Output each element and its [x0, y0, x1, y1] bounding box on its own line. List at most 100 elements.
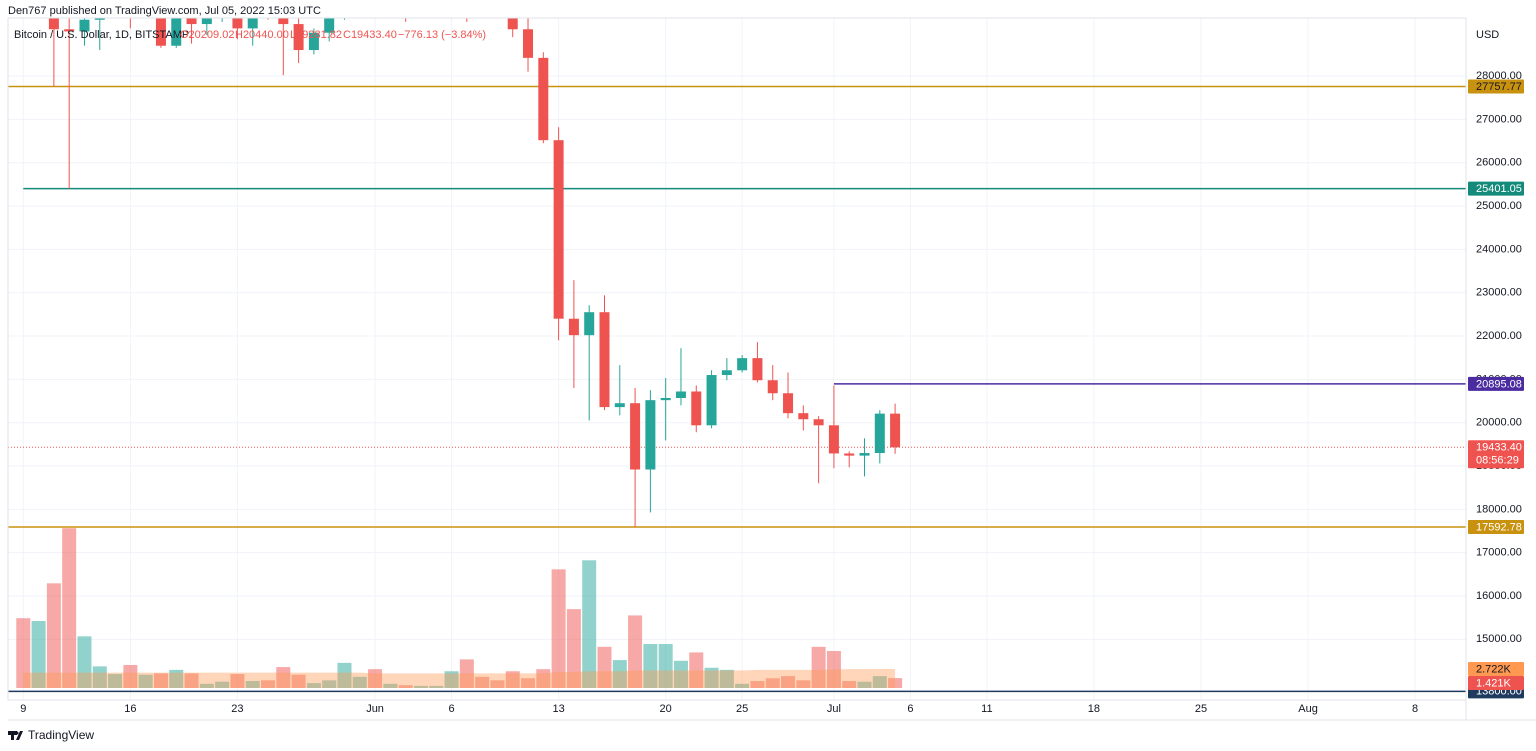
candle-body: [232, 18, 243, 29]
volume-bar: [429, 685, 444, 688]
y-tick-label: 22000.00: [1476, 330, 1522, 342]
volume-bar: [765, 678, 780, 688]
x-tick-label: 11: [981, 703, 992, 715]
logo-slash: [16, 731, 23, 740]
x-tick-label: 9: [20, 703, 26, 715]
candle-body: [859, 453, 870, 456]
volume-bar: [261, 680, 276, 688]
candle-body: [737, 358, 748, 371]
candle-body: [64, 29, 75, 32]
candle-body: [691, 391, 702, 426]
y-tick-label: 25000.00: [1476, 200, 1522, 212]
x-tick-label: 23: [231, 703, 243, 715]
candle-body: [645, 400, 656, 470]
y-tick-label: 27000.00: [1476, 113, 1522, 125]
grid: [8, 18, 1466, 700]
y-tick-label: 24000.00: [1476, 243, 1522, 255]
volume-bar: [138, 674, 153, 688]
x-tick-label: 8: [1412, 703, 1418, 715]
candle-body: [660, 397, 671, 401]
y-tick-label: 16000.00: [1476, 590, 1522, 602]
ohlc-value: O20209.02: [180, 29, 234, 41]
volume-bar: [383, 683, 398, 688]
x-tick-label: Jun: [366, 703, 384, 715]
level-label-bg: [1468, 519, 1524, 534]
logo-dot: [15, 731, 19, 735]
volume-bar: [551, 569, 566, 688]
volume-bar: [215, 681, 230, 688]
candle-body: [293, 24, 304, 51]
volume-bar: [704, 667, 719, 688]
last-price-label: 19433.40: [1476, 442, 1522, 454]
volume-bar: [108, 674, 123, 688]
candle-body: [155, 18, 166, 46]
candle-body: [844, 453, 855, 456]
candle-body: [813, 419, 824, 426]
volume-bar: [689, 652, 704, 688]
candle-body: [783, 393, 794, 414]
candle-body: [94, 18, 105, 20]
candle-body: [247, 18, 258, 29]
candle-body: [614, 403, 625, 408]
volume-bar: [872, 676, 887, 688]
logo-stem: [11, 731, 14, 740]
candle-body: [324, 18, 335, 33]
x-tick-label: 6: [448, 703, 454, 715]
y-tick-label: 23000.00: [1476, 287, 1522, 299]
volume-bar: [368, 669, 383, 688]
candle-body: [186, 18, 197, 25]
level-label: 17592.78: [1476, 521, 1522, 533]
volume-bar: [826, 651, 841, 688]
x-tick-label: 25: [1195, 703, 1207, 715]
candle-body: [308, 32, 319, 51]
y-tick-label: 15000.00: [1476, 633, 1522, 645]
volume-bar: [153, 673, 168, 688]
y-tick-label: 26000.00: [1476, 157, 1522, 169]
footer-logo: [8, 731, 23, 740]
volume-bar: [475, 676, 490, 688]
candle-body: [752, 358, 763, 381]
volume-bar: [842, 681, 857, 688]
volume-ma-label: 2.722K: [1476, 663, 1512, 675]
volume-bar: [169, 669, 184, 688]
x-tick-label: 6: [907, 703, 913, 715]
candle-body: [706, 375, 717, 426]
volume-bar: [77, 636, 92, 688]
volume-bar: [490, 680, 505, 688]
candle-body: [675, 391, 686, 398]
level-label-bg: [1468, 181, 1524, 196]
volume-label-bg: [1468, 676, 1524, 691]
plot-area: [8, 18, 1466, 693]
volume-bar: [413, 685, 428, 688]
candle-body: [538, 57, 549, 141]
volume-bar: [582, 560, 597, 688]
candle-body: [48, 18, 59, 30]
candle-body: [890, 413, 901, 448]
volume-bar: [62, 528, 77, 688]
volume-bar: [92, 666, 107, 688]
volume-ma-label-bg: [1468, 662, 1524, 677]
volume-bar: [276, 667, 291, 688]
volume-bar: [322, 680, 337, 688]
ohlc-value: L19281.82: [290, 29, 342, 41]
last-price-bg: [1468, 440, 1524, 469]
volume-bar: [750, 681, 765, 688]
volume-bar: [612, 660, 627, 688]
volume-bar: [781, 676, 796, 688]
x-tick-label: 16: [124, 703, 136, 715]
volume-ma-area: [23, 669, 896, 688]
y-tick-label: 17000.00: [1476, 547, 1522, 559]
candle-body: [874, 413, 885, 454]
brand: TradingView: [28, 728, 94, 742]
volume-bar: [398, 685, 413, 688]
candle-body: [599, 312, 610, 408]
volume-bar: [643, 644, 658, 688]
published-note: Den767 published on TradingView.com, Jul…: [8, 5, 321, 17]
volume-bar: [658, 644, 673, 688]
volume-bar: [245, 681, 260, 688]
volume-bar: [46, 583, 61, 688]
y-tick-label: 20000.00: [1476, 417, 1522, 429]
